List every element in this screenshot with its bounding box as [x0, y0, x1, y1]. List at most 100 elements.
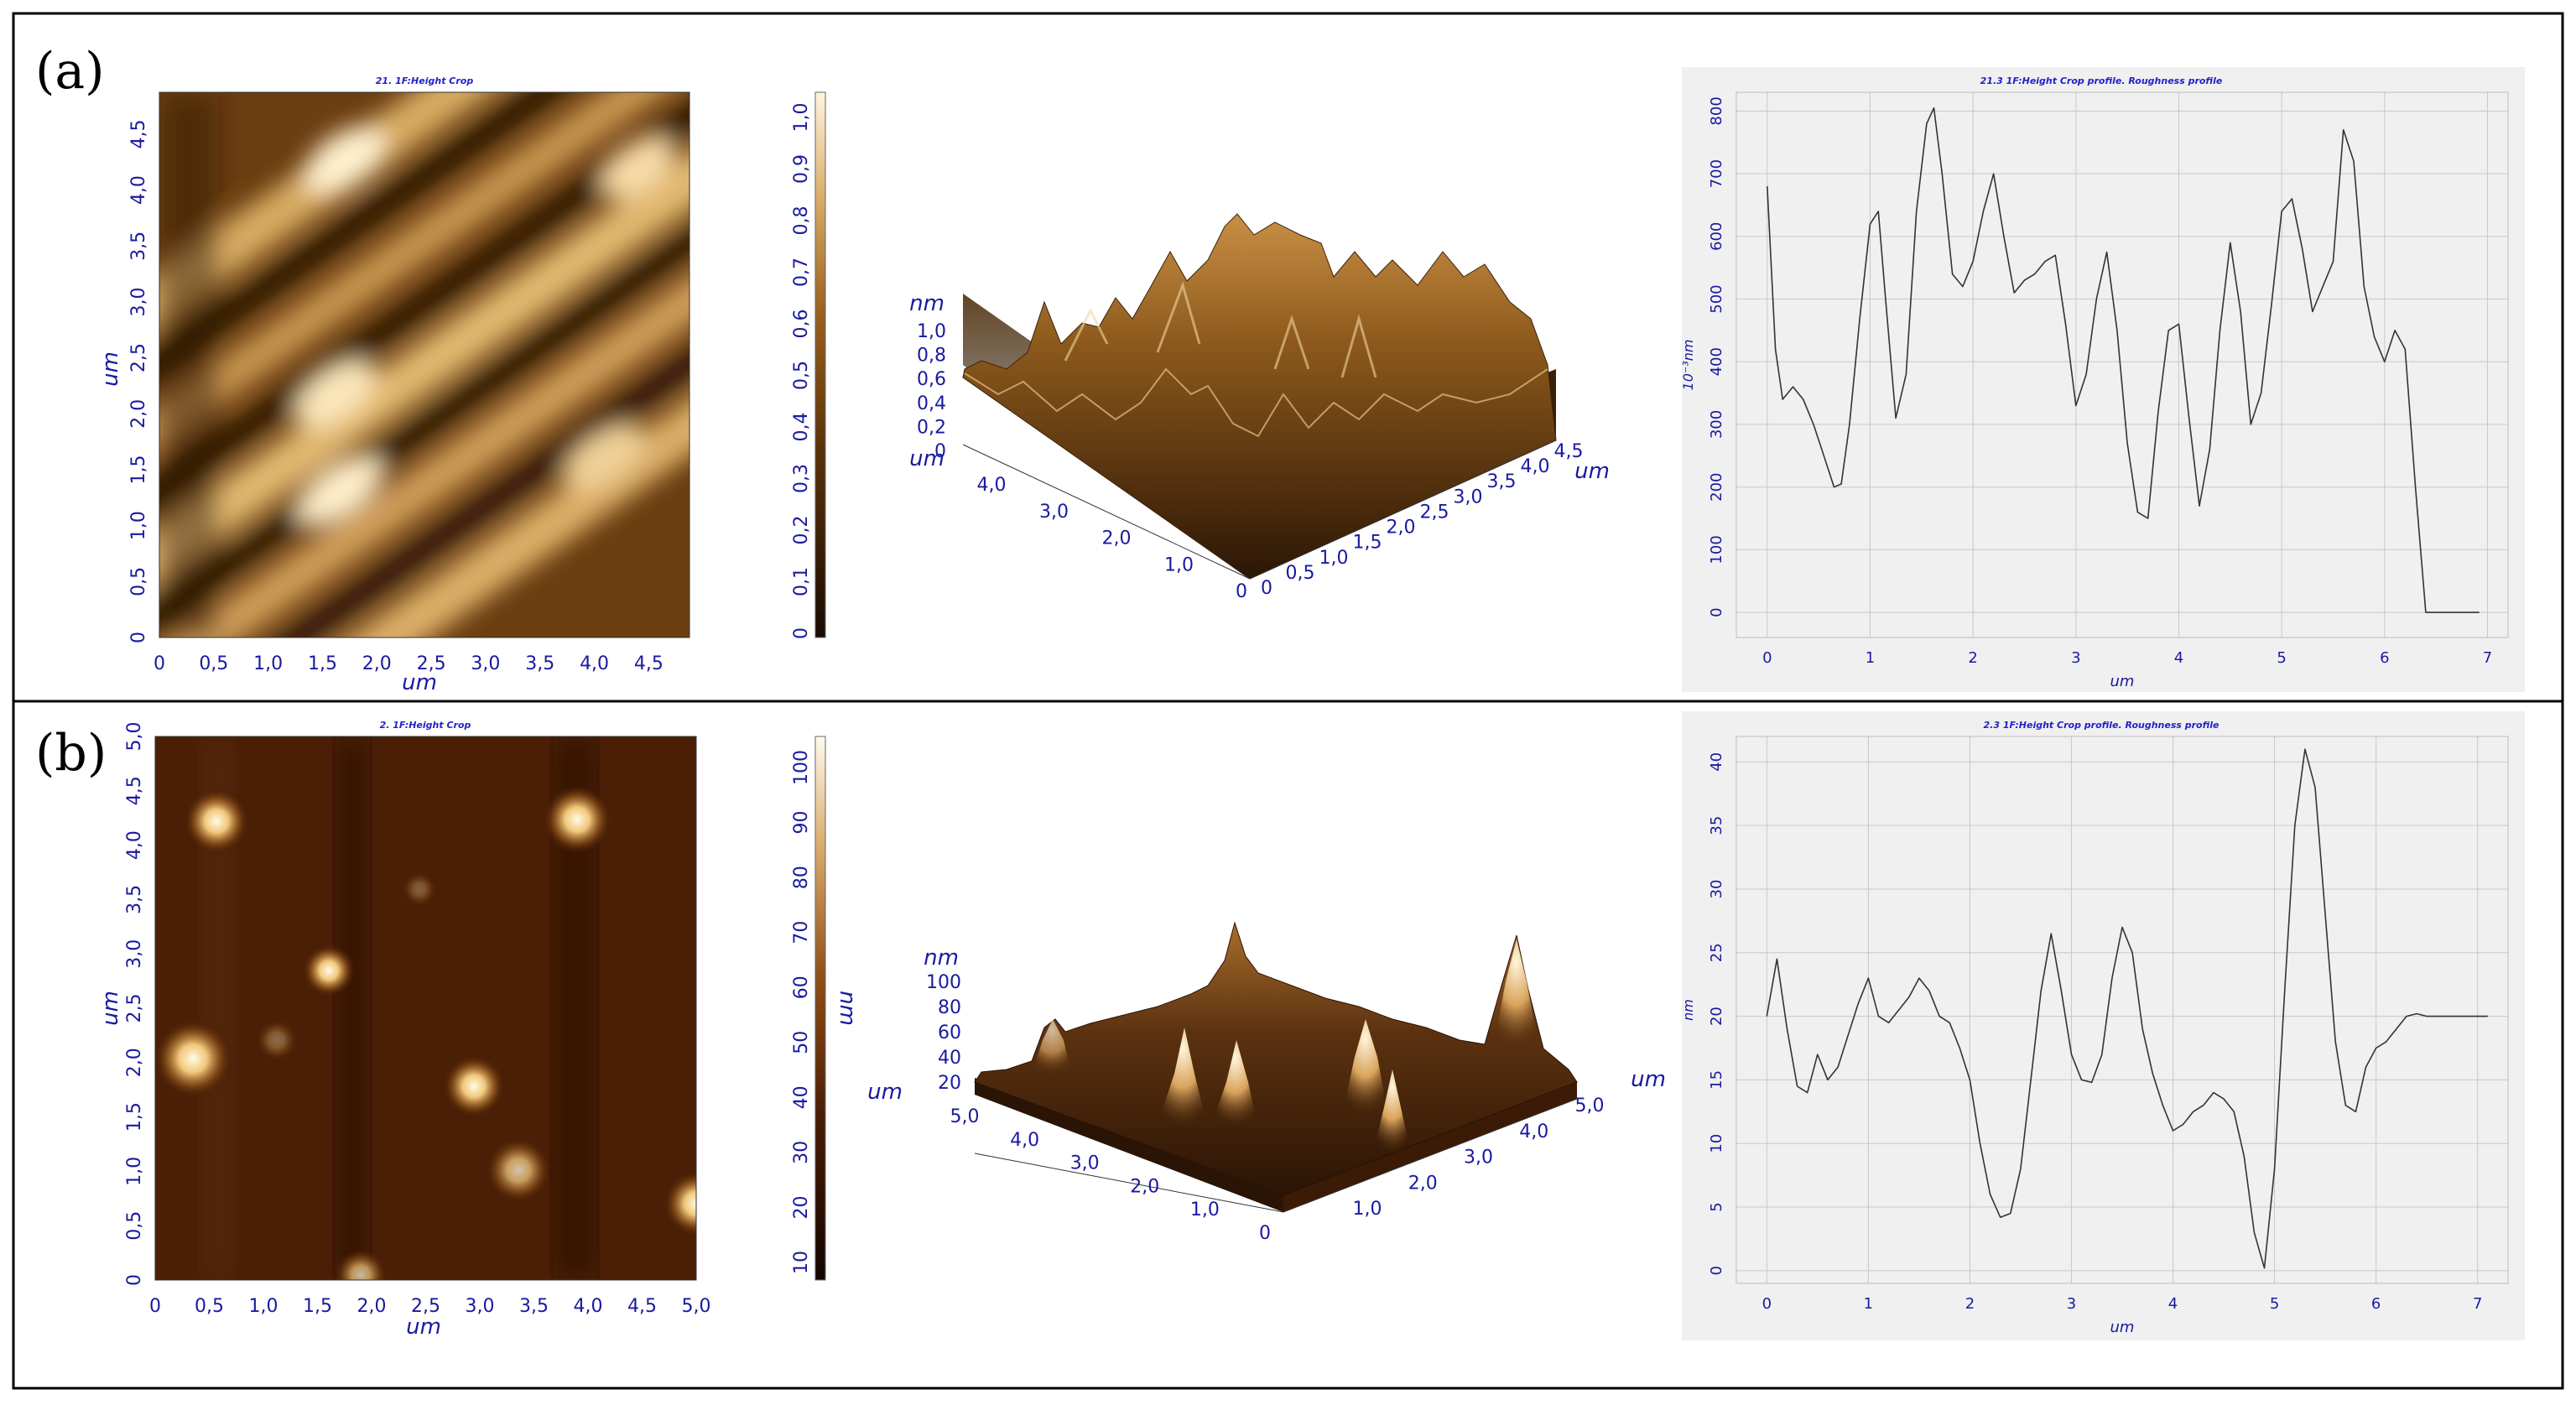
panel-label-a: (a)	[35, 42, 105, 101]
colorbar-tick-label: 50	[791, 1031, 812, 1054]
map-ytick-label: 2,0	[124, 1048, 145, 1077]
surface-ztick-label: 40	[938, 1048, 961, 1069]
surface-a-zunit: nm	[909, 291, 945, 316]
profile-a-title: 21.3 1F:Height Crop profile. Roughness p…	[1980, 75, 2223, 86]
map-ytick-label: 4,0	[124, 830, 145, 860]
profile-ytick-label: 40	[1708, 752, 1725, 772]
colorbar-tick-label: 0,2	[791, 516, 812, 545]
map-xtick-label: 0	[149, 1296, 161, 1317]
surface-ztick-label: 60	[938, 1023, 961, 1043]
profile-xtick-label: 1	[1866, 649, 1875, 667]
surface-left-tick-label: 4,0	[1010, 1130, 1039, 1151]
colorbar-tick-label: 0,9	[791, 154, 812, 184]
height-map-b: 2. 1F:Height Crop 0 0,5 1,0 1,5 2,0 2,5 3,0 3,5…	[98, 720, 711, 1340]
map-ytick-label: 0,5	[124, 1211, 145, 1241]
map-xtick-label: 2,5	[417, 653, 446, 674]
profile-ytick-label: 0	[1708, 607, 1725, 617]
surface-right-tick-label: 2,0	[1387, 518, 1416, 539]
surface-a-left-ticks: 4,0 3,0 2,0 1,0 0	[977, 475, 1248, 602]
map-xtick-label: 5,0	[682, 1296, 711, 1317]
profile-xtick-label: 6	[2380, 649, 2389, 667]
map-xtick-label: 0	[154, 653, 165, 674]
surface-ztick-label: 20	[938, 1073, 961, 1094]
map-ytick-label: 3,0	[124, 939, 145, 969]
surface-ztick-label: 1,0	[917, 321, 946, 342]
surface-right-tick-label: 3,5	[1487, 471, 1517, 492]
surface-right-tick-label: 1,5	[1353, 533, 1382, 554]
colorbar-tick-label: 0	[791, 627, 812, 639]
surface-b-left-ticks: 5,0 4,0 3,0 2,0 1,0 0	[950, 1106, 1272, 1244]
surface-right-tick-label: 4,0	[1521, 456, 1550, 477]
surface-right-tick-label: 0,5	[1286, 563, 1315, 584]
profile-ytick-label: 300	[1708, 410, 1725, 439]
map-xtick-label: 1,0	[253, 653, 283, 674]
surface-3d-b: nm 100 80 60 40 20 5,0 4,0 3,0 2,0 1,0 0 1,0 2,0 3,…	[867, 921, 1666, 1244]
map-b-yunit: um	[98, 991, 123, 1026]
profile-ytick-label: 10	[1708, 1134, 1725, 1153]
map-xtick-label: 3,5	[519, 1296, 549, 1317]
map-ytick-label: 4,5	[124, 776, 145, 805]
map-xtick-label: 3,0	[466, 1296, 495, 1317]
surface-left-tick-label: 3,0	[1070, 1153, 1100, 1174]
map-ytick-label: 0,5	[128, 567, 149, 596]
surface-right-tick-label: 2,5	[1420, 502, 1449, 523]
colorbar-a-ticks: 0 0,1 0,2 0,3 0,4 0,5 0,6 0,7 0,8 0,9 1,0	[791, 103, 812, 640]
colorbar-tick-label: 0,8	[791, 206, 812, 236]
colorbar-tick-label: 100	[791, 750, 812, 785]
surface-a-left-unit: um	[909, 446, 945, 471]
colorbar-tick-label: 0,7	[791, 258, 812, 287]
map-xtick-label: 2,5	[411, 1296, 440, 1317]
map-xtick-label: 1,5	[308, 653, 337, 674]
map-ytick-label: 3,5	[128, 232, 149, 261]
surface-3d-a: nm 1,00,80,60,40,20 4,03,02,01,00 00,51,…	[909, 213, 1610, 602]
map-xtick-label: 3,0	[471, 653, 500, 674]
profile-series-line	[1766, 748, 2488, 1269]
profile-xtick-label: 3	[2067, 1295, 2076, 1313]
surface-ztick-label: 80	[938, 997, 961, 1018]
surface-left-tick-label: 1,0	[1190, 1199, 1220, 1220]
colorbar-tick-label: 0,1	[791, 567, 812, 596]
surface-a-right-ticks: 0 0,51,01,52,02,53,03,54,04,5	[1261, 441, 1584, 599]
colorbar-tick-label: 70	[791, 921, 812, 944]
profile-ytick-label: 400	[1708, 347, 1725, 376]
profile-ytick-label: 800	[1708, 96, 1725, 125]
surface-ztick-label: 0,4	[917, 393, 946, 414]
profile-xtick-label: 0	[1762, 1295, 1772, 1313]
height-map-a: 21. 1F:Height Crop 0 0,5 1,0 1,5 2,0	[98, 75, 690, 695]
colorbar-tick-label: 40	[791, 1085, 812, 1109]
surface-right-tick-label: 3,0	[1454, 487, 1483, 507]
profile-ylabel: 10⁻³nm	[1680, 340, 1696, 391]
map-ytick-label: 2,5	[124, 994, 145, 1023]
surface-left-tick-label: 5,0	[950, 1106, 980, 1127]
surface-ztick-label: 0,6	[917, 369, 946, 390]
map-title-a: 21. 1F:Height Crop	[376, 75, 474, 86]
map-xtick-label: 4,5	[627, 1296, 657, 1317]
surface-left-tick-label: 2,0	[1130, 1176, 1159, 1197]
surface-right-tick-label: 0	[1261, 578, 1272, 599]
profile-xtick-label: 5	[2270, 1295, 2279, 1313]
colorbar-tick-label: 0,4	[791, 413, 812, 442]
surface-right-tick-label: 2,0	[1408, 1173, 1438, 1194]
colorbar-b-unit: nm	[835, 991, 860, 1026]
map-ytick-label: 1,0	[128, 511, 149, 540]
map-xtick-label: 1,5	[303, 1296, 332, 1317]
map-xtick-label: 4,5	[634, 653, 664, 674]
surface-right-tick-label: 4,5	[1554, 441, 1584, 462]
map-ytick-label: 3,5	[124, 885, 145, 914]
map-xtick-label: 4,0	[574, 1296, 603, 1317]
map-a-yunit: um	[98, 351, 123, 387]
map-xtick-label: 0,5	[199, 653, 228, 674]
surface-b-right-ticks: 1,0 2,0 3,0 4,0 5,0	[1353, 1095, 1605, 1220]
profile-xtick-label: 2	[1968, 649, 1977, 667]
map-a-xticks: 0 0,5 1,0 1,5 2,0 2,5 3,0 3,5 4,0 4,5	[154, 653, 664, 674]
profile-ytick-label: 100	[1708, 535, 1725, 564]
surface-left-tick-label: 2,0	[1102, 528, 1132, 549]
profile-chart-b: 2.3 1F:Height Crop profile. Roughness pr…	[1680, 711, 2525, 1340]
surface-a-right-unit: um	[1574, 459, 1610, 484]
map-ytick-label: 0	[124, 1274, 145, 1286]
map-a-yticks: 0 0,5 1,0 1,5 2,0 2,5 3,0 3,5 4,0 4,5	[128, 120, 149, 644]
profile-chart-a: 21.3 1F:Height Crop profile. Roughness p…	[1680, 67, 2525, 692]
map-title-b: 2. 1F:Height Crop	[380, 720, 471, 731]
surface-b-left-unit: um	[867, 1080, 903, 1105]
